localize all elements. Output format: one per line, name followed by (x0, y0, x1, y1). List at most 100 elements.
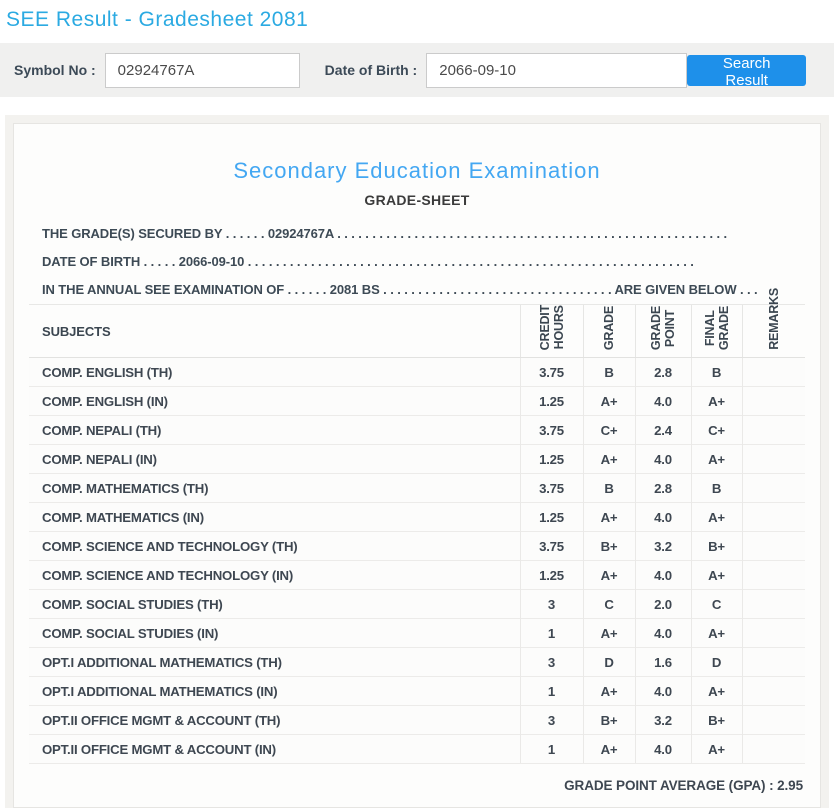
grade-cell: B (582, 357, 635, 387)
table-row: OPT.II OFFICE MGMT & ACCOUNT (IN) 1 A+ 4… (29, 734, 805, 764)
grade-point-cell: 3.2 (634, 705, 691, 735)
remarks-cell (741, 560, 805, 590)
dob-input[interactable] (426, 52, 688, 88)
remarks-cell (741, 357, 805, 387)
search-result-button[interactable]: Search Result (687, 54, 806, 89)
subject-cell: COMP. ENGLISH (TH) (29, 357, 520, 387)
remarks-cell (741, 647, 805, 677)
grade-point-cell: 4.0 (634, 502, 691, 532)
remarks-cell (741, 444, 805, 474)
header-final-grade-label: FINAL GRADE (702, 305, 731, 350)
final-grade-cell: D (690, 647, 742, 677)
grade-cell: A+ (582, 386, 635, 416)
grade-cell: A+ (582, 676, 635, 706)
dob-label: Date of Birth : (324, 62, 418, 78)
header-grade-label: GRADE (602, 305, 616, 350)
remarks-cell (741, 473, 805, 503)
header-grade-point-label: GRADE POINT (649, 305, 677, 350)
subject-cell: COMP. MATHEMATICS (IN) (29, 502, 520, 532)
symbol-no-label: Symbol No : (14, 62, 96, 78)
table-row: COMP. SOCIAL STUDIES (TH) 3 C 2.0 C (29, 589, 805, 619)
final-grade-cell: B+ (690, 531, 742, 561)
credit-hours-cell: 3.75 (519, 415, 583, 445)
table-row: OPT.I ADDITIONAL MATHEMATICS (IN) 1 A+ 4… (29, 676, 805, 706)
info-line-examination: IN THE ANNUAL SEE EXAMINATION OF . . . .… (42, 282, 758, 297)
grade-cell: A+ (582, 444, 635, 474)
final-grade-cell: A+ (690, 386, 742, 416)
gradesheet-table: SUBJECTS CREDIT HOURS GRADE GRADE POINT … (29, 288, 805, 764)
result-section: Secondary Education Examination GRADE-SH… (5, 115, 829, 808)
table-row: COMP. NEPALI (TH) 3.75 C+ 2.4 C+ (29, 415, 805, 445)
subject-cell: OPT.I ADDITIONAL MATHEMATICS (IN) (29, 676, 520, 706)
remarks-cell (741, 531, 805, 561)
credit-hours-cell: 1.25 (519, 386, 583, 416)
table-row: COMP. SOCIAL STUDIES (IN) 1 A+ 4.0 A+ (29, 618, 805, 648)
header-credit-hours: CREDIT HOURS (519, 304, 583, 358)
header-row: SUBJECTS CREDIT HOURS GRADE GRADE POINT … (29, 288, 805, 358)
header-final-grade: FINAL GRADE (690, 304, 742, 358)
grade-point-cell: 4.0 (634, 676, 691, 706)
remarks-cell (741, 705, 805, 735)
grade-cell: A+ (582, 502, 635, 532)
credit-hours-cell: 3 (519, 647, 583, 677)
grade-point-cell: 2.8 (634, 357, 691, 387)
subject-cell: COMP. NEPALI (TH) (29, 415, 520, 445)
grade-point-cell: 4.0 (634, 444, 691, 474)
table-row: COMP. MATHEMATICS (IN) 1.25 A+ 4.0 A+ (29, 502, 805, 532)
info-line-date-of-birth: DATE OF BIRTH . . . . . 2066-09-10 . . .… (42, 254, 694, 269)
grade-cell: D (582, 647, 635, 677)
subject-cell: OPT.II OFFICE MGMT & ACCOUNT (TH) (29, 705, 520, 735)
grade-cell: A+ (582, 618, 635, 648)
table-body: COMP. ENGLISH (TH) 3.75 B 2.8 B COMP. EN… (29, 357, 805, 764)
header-subjects: SUBJECTS (29, 304, 520, 358)
subject-cell: COMP. SOCIAL STUDIES (IN) (29, 618, 520, 648)
gpa-summary: GRADE POINT AVERAGE (GPA) : 2.95 (564, 778, 803, 793)
grade-point-cell: 2.8 (634, 473, 691, 503)
subject-cell: COMP. NEPALI (IN) (29, 444, 520, 474)
search-bar: Symbol No : Date of Birth : Search Resul… (0, 43, 834, 97)
header-grade: GRADE (582, 304, 635, 358)
header-grade-point: GRADE POINT (634, 304, 691, 358)
credit-hours-cell: 1.25 (519, 560, 583, 590)
remarks-cell (741, 734, 805, 764)
header-credit-hours-label: CREDIT HOURS (537, 304, 566, 350)
subject-cell: COMP. SCIENCE AND TECHNOLOGY (IN) (29, 560, 520, 590)
credit-hours-cell: 1.25 (519, 502, 583, 532)
gradesheet-heading: Secondary Education Examination (233, 158, 601, 183)
final-grade-cell: A+ (690, 502, 742, 532)
header-remarks-label: REMARKS (766, 288, 781, 350)
credit-hours-cell: 1 (519, 676, 583, 706)
final-grade-cell: C (690, 589, 742, 619)
subject-cell: COMP. SOCIAL STUDIES (TH) (29, 589, 520, 619)
final-grade-cell: A+ (690, 734, 742, 764)
final-grade-cell: A+ (690, 618, 742, 648)
grade-point-cell: 4.0 (634, 386, 691, 416)
final-grade-cell: C+ (690, 415, 742, 445)
symbol-no-input[interactable] (104, 52, 300, 88)
grade-point-cell: 4.0 (634, 618, 691, 648)
credit-hours-cell: 3 (519, 589, 583, 619)
grade-point-cell: 4.0 (634, 560, 691, 590)
subject-cell: COMP. ENGLISH (IN) (29, 386, 520, 416)
page-title: SEE Result - Gradesheet 2081 (6, 8, 309, 31)
remarks-cell (741, 415, 805, 445)
grade-point-cell: 2.4 (634, 415, 691, 445)
remarks-cell (741, 386, 805, 416)
gradesheet-subheading: GRADE-SHEET (364, 192, 470, 208)
credit-hours-cell: 3 (519, 705, 583, 735)
table-row: OPT.I ADDITIONAL MATHEMATICS (TH) 3 D 1.… (29, 647, 805, 677)
table-row: COMP. ENGLISH (TH) 3.75 B 2.8 B (29, 357, 805, 387)
final-grade-cell: A+ (690, 676, 742, 706)
grade-point-cell: 1.6 (634, 647, 691, 677)
credit-hours-cell: 3.75 (519, 357, 583, 387)
subject-cell: COMP. MATHEMATICS (TH) (29, 473, 520, 503)
final-grade-cell: A+ (690, 560, 742, 590)
remarks-cell (741, 502, 805, 532)
credit-hours-cell: 1.25 (519, 444, 583, 474)
credit-hours-cell: 3.75 (519, 531, 583, 561)
table-header: SUBJECTS CREDIT HOURS GRADE GRADE POINT … (29, 288, 805, 358)
header-remarks: REMARKS (741, 288, 805, 358)
final-grade-cell: B (690, 357, 742, 387)
remarks-cell (741, 676, 805, 706)
table-row: OPT.II OFFICE MGMT & ACCOUNT (TH) 3 B+ 3… (29, 705, 805, 735)
